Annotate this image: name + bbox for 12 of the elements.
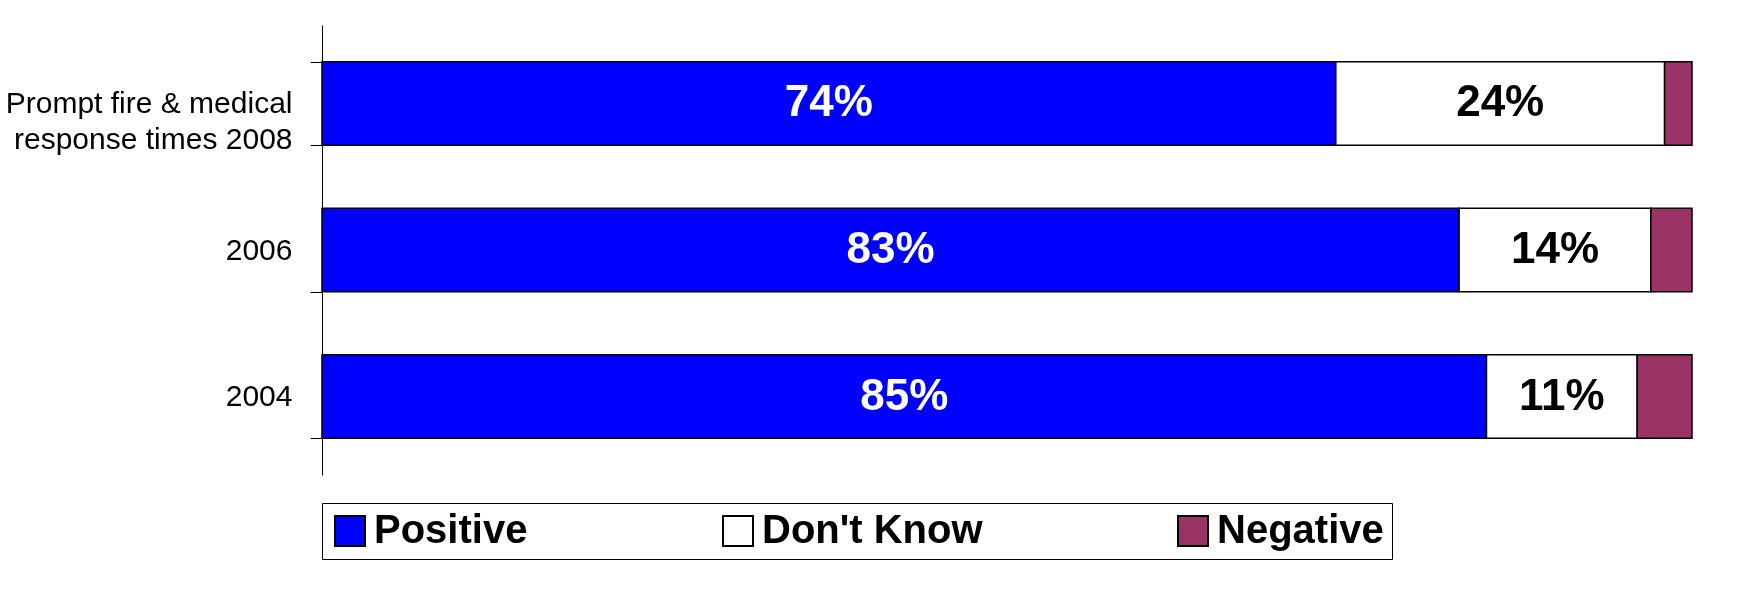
data-label: 24% [1456,76,1545,126]
data-label: 74% [784,76,873,126]
y-tick-label: 2006 [225,232,293,266]
legend-label: Negative [1217,507,1384,551]
y-tick-label: Prompt fire & medical response times 2008 [5,85,293,155]
data-label: 14% [1510,223,1600,272]
legend-label: Positive [374,507,528,551]
data-label: 85% [860,369,949,419]
data-label: 11% [1519,369,1605,419]
legend-label: Don't Know [762,507,984,551]
data-label: 83% [846,223,935,272]
y-tick-label: 2004 [225,379,293,413]
